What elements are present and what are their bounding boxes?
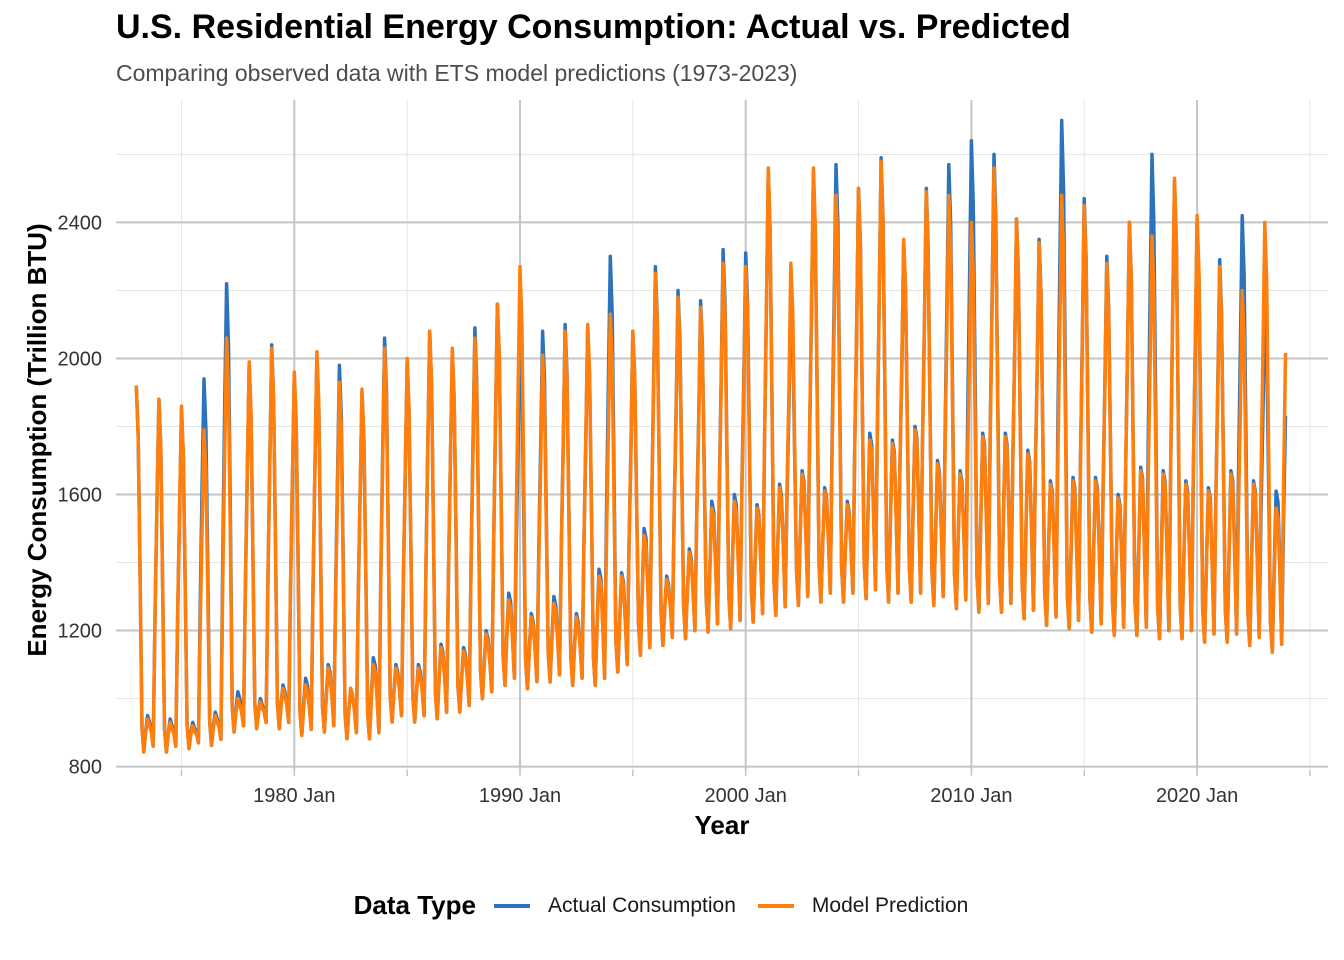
series-line-prediction — [134, 159, 1288, 754]
y-tick-label: 2000 — [58, 348, 103, 370]
y-tick-label: 800 — [69, 757, 102, 779]
legend-item-prediction: Model Prediction — [757, 893, 969, 918]
chart-subtitle: Comparing observed data with ETS model p… — [116, 60, 798, 86]
series-layer — [134, 118, 1288, 754]
x-axis-label: Year — [695, 810, 750, 840]
y-tick-label: 2400 — [58, 212, 103, 234]
legend-key-prediction — [757, 903, 794, 908]
legend-item-actual: Actual Consumption — [493, 893, 736, 918]
x-tick-label: 1980 Jan — [253, 785, 335, 807]
series-line-actual — [134, 118, 1288, 754]
y-tick-label: 1200 — [58, 621, 103, 643]
y-axis-label: Energy Consumption (Trillion BTU) — [22, 223, 52, 656]
x-tick-label: 2020 Jan — [1156, 785, 1238, 807]
tick-layer: 1980 Jan 1990 Jan 2000 Jan 2010 Jan 2020 Jan… — [58, 212, 1311, 807]
y-tick-label: 1600 — [58, 485, 103, 507]
legend: Data Type Actual Consumption Model Predi… — [0, 890, 1344, 921]
legend-key-actual — [493, 903, 530, 908]
legend-label-prediction: Model Prediction — [811, 893, 969, 917]
x-tick-label: 1990 Jan — [479, 785, 561, 807]
x-tick-label: 2000 Jan — [705, 785, 787, 807]
legend-title: Data Type — [353, 890, 476, 920]
chart-title: U.S. Residential Energy Consumption: Act… — [116, 8, 1071, 46]
chart-svg: 1980 Jan 1990 Jan 2000 Jan 2010 Jan 2020 Jan… — [22, 100, 1328, 840]
x-tick-label: 2010 Jan — [930, 785, 1012, 807]
legend-label-actual: Actual Consumption — [547, 893, 736, 917]
